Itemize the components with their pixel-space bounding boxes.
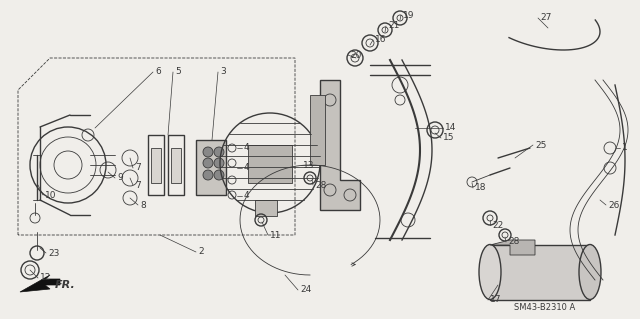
Text: 24: 24 (300, 286, 311, 294)
Circle shape (214, 170, 224, 180)
Text: 10: 10 (45, 190, 56, 199)
FancyBboxPatch shape (196, 140, 226, 195)
Text: 28: 28 (315, 181, 326, 189)
Text: 13: 13 (303, 160, 314, 169)
Polygon shape (20, 275, 60, 292)
Text: 22: 22 (492, 220, 503, 229)
Text: 5: 5 (175, 68, 180, 77)
Text: 19: 19 (403, 11, 415, 19)
Ellipse shape (479, 244, 501, 300)
Text: 16: 16 (375, 35, 387, 44)
Text: 7: 7 (135, 164, 141, 173)
Circle shape (203, 158, 213, 168)
Text: 18: 18 (475, 183, 486, 192)
Polygon shape (490, 240, 535, 255)
Text: 25: 25 (535, 140, 547, 150)
Text: 2: 2 (198, 248, 204, 256)
Text: 27: 27 (540, 13, 552, 23)
Text: 20: 20 (350, 50, 362, 60)
Text: 4: 4 (244, 191, 250, 201)
Circle shape (203, 147, 213, 157)
Circle shape (214, 158, 224, 168)
Text: SM43-B2310 A: SM43-B2310 A (515, 303, 575, 313)
FancyBboxPatch shape (171, 148, 181, 183)
Polygon shape (310, 95, 325, 165)
FancyBboxPatch shape (248, 145, 292, 183)
FancyBboxPatch shape (490, 245, 590, 300)
FancyBboxPatch shape (255, 200, 277, 216)
Text: 28: 28 (508, 238, 520, 247)
Text: 11: 11 (270, 231, 282, 240)
Text: 9: 9 (117, 174, 123, 182)
Text: 1: 1 (622, 144, 628, 152)
Text: 15: 15 (443, 133, 454, 143)
Text: 4: 4 (244, 164, 250, 173)
Text: 12: 12 (40, 273, 51, 283)
Text: 17: 17 (490, 295, 502, 305)
Ellipse shape (579, 244, 601, 300)
Polygon shape (320, 80, 360, 210)
Text: 21: 21 (388, 21, 399, 31)
Text: 3: 3 (220, 68, 226, 77)
FancyBboxPatch shape (151, 148, 161, 183)
Text: 6: 6 (155, 68, 161, 77)
Text: 7: 7 (135, 181, 141, 189)
Circle shape (214, 147, 224, 157)
Text: 14: 14 (445, 123, 456, 132)
Circle shape (203, 170, 213, 180)
Text: 4: 4 (244, 144, 250, 152)
Text: FR.: FR. (55, 280, 76, 290)
Text: 8: 8 (140, 201, 146, 210)
Text: 23: 23 (48, 249, 60, 257)
Text: 26: 26 (608, 201, 620, 210)
